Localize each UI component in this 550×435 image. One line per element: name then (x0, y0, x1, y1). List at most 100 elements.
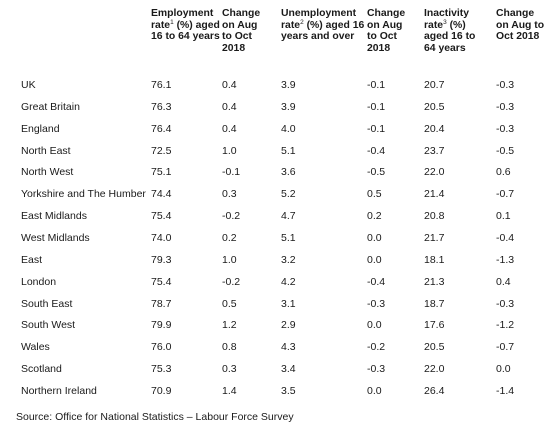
table-row: East 79.3 1.0 3.2 0.0 18.1 -1.3 (0, 253, 550, 275)
table-row: London 75.4 -0.2 4.2 -0.4 21.3 0.4 (0, 275, 550, 297)
inactivity-rate-cell: 21.4 (424, 188, 445, 201)
inactivity-change-cell: -0.3 (496, 79, 515, 91)
inactivity-rate-cell: 20.5 (424, 100, 445, 113)
unemployment-change-cell: -0.4 (367, 275, 386, 288)
employment-rate-cell: 79.3 (151, 253, 172, 266)
employment-rate-cell: 75.4 (151, 210, 172, 223)
table-row: Great Britain 76.3 0.4 3.9 -0.1 20.5 -0.3 (0, 100, 550, 122)
employment-rate-cell: 74.0 (151, 232, 172, 244)
region-cell: Yorkshire and The Humber (21, 188, 146, 201)
employment-rate-cell: 76.4 (151, 122, 172, 135)
employment-rate-cell: 78.7 (151, 297, 172, 310)
inactivity-change-cell: 0.1 (496, 210, 511, 223)
inactivity-change-cell: -1.2 (496, 319, 515, 332)
unemployment-change-cell: -0.4 (367, 144, 386, 157)
inactivity-rate-cell: 18.1 (424, 253, 445, 266)
region-cell: Northern Ireland (21, 384, 97, 397)
unemployment-change-cell: -0.2 (367, 341, 386, 354)
table-row: East Midlands 75.4 -0.2 4.7 0.2 20.8 0.1 (0, 209, 550, 231)
unemployment-change-cell: -0.3 (367, 363, 386, 376)
unemployment-change-cell: -0.1 (367, 122, 386, 135)
inactivity-rate-cell: 18.7 (424, 297, 445, 310)
inactivity-rate-cell: 20.7 (424, 79, 445, 91)
employment-rate-cell: 74.4 (151, 188, 172, 201)
unemployment-rate-cell: 4.2 (281, 275, 296, 288)
inactivity-rate-cell: 21.7 (424, 232, 445, 244)
employment-rate-cell: 72.5 (151, 144, 172, 157)
employment-change-cell: -0.2 (222, 210, 241, 223)
region-cell: North West (21, 166, 74, 179)
inactivity-change-cell: -0.7 (496, 188, 515, 201)
employment-change-cell: 0.4 (222, 122, 237, 135)
employment-rate-cell: 75.4 (151, 275, 172, 288)
employment-rate-cell: 75.3 (151, 363, 172, 376)
employment-change-cell: 1.0 (222, 253, 237, 266)
inactivity-rate-cell: 17.6 (424, 319, 445, 332)
unemployment-change-cell: 0.5 (367, 188, 382, 201)
header-employment-change: Change on Aug to Oct 2018 (222, 8, 261, 54)
region-cell: Scotland (21, 363, 62, 376)
unemployment-rate-cell: 3.5 (281, 384, 296, 397)
header-unemployment-rate: Unemployment rate2 (%) aged 16 years and… (281, 8, 365, 42)
unemployment-rate-cell: 4.7 (281, 210, 296, 223)
employment-change-cell: -0.2 (222, 275, 241, 288)
table-row: West Midlands 74.0 0.2 5.1 0.0 21.7 -0.4 (0, 231, 550, 253)
inactivity-rate-cell: 22.0 (424, 363, 445, 376)
region-cell: Great Britain (21, 100, 80, 113)
inactivity-rate-cell: 22.0 (424, 166, 445, 179)
unemployment-change-cell: -0.1 (367, 100, 386, 113)
unemployment-rate-cell: 3.9 (281, 100, 296, 113)
inactivity-rate-cell: 20.4 (424, 122, 445, 135)
unemployment-change-cell: 0.0 (367, 319, 382, 332)
table-row: Northern Ireland 70.9 1.4 3.5 0.0 26.4 -1.4 (0, 384, 550, 406)
employment-rate-cell: 76.1 (151, 79, 172, 91)
header-inactivity-rate: Inactivity rate3 (%) aged 16 to 64 years (424, 8, 476, 54)
employment-change-cell: 0.5 (222, 297, 237, 310)
unemployment-change-cell: 0.0 (367, 232, 382, 244)
employment-change-cell: 0.3 (222, 188, 237, 201)
unemployment-change-cell: 0.2 (367, 210, 382, 223)
employment-rate-cell: 76.3 (151, 100, 172, 113)
inactivity-change-cell: -1.3 (496, 253, 515, 266)
region-cell: London (21, 275, 57, 288)
employment-change-cell: 0.2 (222, 232, 237, 244)
inactivity-change-cell: -0.3 (496, 297, 515, 310)
unemployment-rate-cell: 5.1 (281, 232, 296, 244)
header-inactivity-change: Change on Aug to Oct 2018 (496, 8, 545, 42)
unemployment-change-cell: -0.1 (367, 79, 386, 91)
inactivity-change-cell: -0.3 (496, 100, 515, 113)
region-cell: South West (21, 319, 76, 332)
table-row: England 76.4 0.4 4.0 -0.1 20.4 -0.3 (0, 122, 550, 144)
unemployment-change-cell: 0.0 (367, 384, 382, 397)
unemployment-rate-cell: 2.9 (281, 319, 296, 332)
header-employment-rate: Employment rate1 (%) aged 16 to 64 years (151, 8, 220, 42)
table-row: North West 75.1 -0.1 3.6 -0.5 22.0 0.6 (0, 165, 550, 187)
inactivity-rate-cell: 23.7 (424, 144, 445, 157)
employment-change-cell: 1.0 (222, 144, 237, 157)
inactivity-change-cell: -0.3 (496, 122, 515, 135)
region-cell: North East (21, 144, 71, 157)
unemployment-change-cell: -0.5 (367, 166, 386, 179)
inactivity-rate-cell: 26.4 (424, 384, 445, 397)
inactivity-change-cell: -1.4 (496, 384, 515, 397)
table-row: Yorkshire and The Humber 74.4 0.3 5.2 0.5 21.… (0, 187, 550, 209)
region-cell: South East (21, 297, 73, 310)
unemployment-rate-cell: 3.1 (281, 297, 296, 310)
employment-change-cell: 0.4 (222, 79, 237, 91)
unemployment-rate-cell: 3.2 (281, 253, 296, 266)
employment-change-cell: 1.4 (222, 384, 237, 397)
source-note: Source: Office for National Statistics –… (16, 411, 294, 423)
region-cell: East Midlands (21, 210, 87, 223)
unemployment-change-cell: -0.3 (367, 297, 386, 310)
table-row: South West 79.9 1.2 2.9 0.0 17.6 -1.2 (0, 318, 550, 340)
inactivity-change-cell: -0.7 (496, 341, 515, 354)
table-row: North East 72.5 1.0 5.1 -0.4 23.7 -0.5 (0, 144, 550, 166)
inactivity-rate-cell: 20.5 (424, 341, 445, 354)
unemployment-rate-cell: 4.0 (281, 122, 296, 135)
region-cell: West Midlands (21, 232, 90, 244)
employment-change-cell: -0.1 (222, 166, 241, 179)
inactivity-change-cell: 0.6 (496, 166, 511, 179)
employment-rate-cell: 75.1 (151, 166, 172, 179)
region-cell: East (21, 253, 43, 266)
employment-rate-cell: 79.9 (151, 319, 172, 332)
